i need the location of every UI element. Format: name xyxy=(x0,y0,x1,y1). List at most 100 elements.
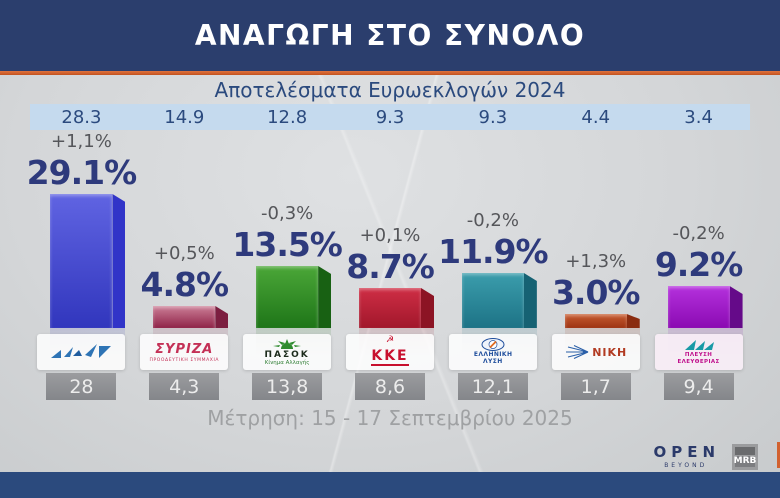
survey-period-note: Μέτρηση: 15 - 17 Σεπτεμβρίου 2025 xyxy=(207,406,573,430)
party-column-kke: +0,1% 8.7% ☭ ΚΚΕ 8,6 xyxy=(339,130,442,400)
party-column-syriza: +0,5% 4.8% ΣΥΡΙΖΑ ΠΡΟΟΔΕΥΤΙΚΗ ΣΥΜΜΑΧΙΑ 4… xyxy=(133,130,236,400)
change-label: -0,2% xyxy=(466,210,519,231)
bar-front-face xyxy=(359,288,421,328)
nd-flag-icon xyxy=(51,344,112,358)
bar-side-face xyxy=(215,306,229,328)
euro2024-results-band: 28.3 14.9 12.8 9.3 9.3 4.4 3.4 xyxy=(30,104,750,130)
elliniki-lysi-logo-text: ΕΛΛΗΝΙΚΗ ΛΥΣΗ xyxy=(473,351,513,365)
bar-pasok xyxy=(256,266,332,328)
previous-value-box: 12,1 xyxy=(457,373,528,400)
elliniki-lysi-compass-icon xyxy=(481,338,505,352)
nd-logo xyxy=(37,334,126,370)
elliniki-lysi-logo: ΕΛΛΗΝΙΚΗ ΛΥΣΗ xyxy=(448,334,537,370)
bar-side-face xyxy=(523,273,537,328)
previous-value: 12,1 xyxy=(471,375,515,398)
previous-value: 1,7 xyxy=(580,375,611,398)
poll-percentage: 29.1% xyxy=(26,153,137,192)
change-label: +0,5% xyxy=(153,243,215,264)
bar-side-face xyxy=(729,286,743,328)
change-label: +1,1% xyxy=(51,131,112,152)
pasok-logo-subtext: Κίνημα Αλλαγής xyxy=(264,359,310,366)
niki-logo-text: ΝΙΚΗ xyxy=(592,345,628,359)
bar-plefsi-eleftherias xyxy=(667,286,743,328)
previous-value: 9,4 xyxy=(683,375,714,398)
mrb-pollster-logo: MRB xyxy=(732,444,758,470)
open-channel-logo: OPEN BEYOND xyxy=(648,443,720,470)
bar-nd xyxy=(50,194,126,328)
open-logo-tagline: BEYOND xyxy=(664,462,708,469)
poll-percentage: 8.7% xyxy=(346,247,435,286)
euro2024-value-plefsi: 3.4 xyxy=(684,106,713,128)
bar-front-face xyxy=(564,314,627,328)
change-label: +1,3% xyxy=(565,251,627,272)
euro2024-value-nd: 28.3 xyxy=(61,106,102,128)
party-column-plefsi-eleftherias: -0,2% 9.2% ΠΛΕΥΣΗ ΕΛΕΥΘΕΡΙΑΣ 9,4 xyxy=(647,130,750,400)
bar-front-face xyxy=(256,266,319,328)
change-label: -0,3% xyxy=(261,203,314,224)
previous-value-box: 28 xyxy=(46,373,117,400)
kke-logo-text: ΚΚΕ xyxy=(371,347,409,366)
open-logo-text: OPEN xyxy=(653,443,720,461)
kke-hammer-sickle-icon: ☭ xyxy=(385,334,395,345)
previous-value-box: 1,7 xyxy=(560,373,631,400)
previous-value: 13,8 xyxy=(265,375,309,398)
bar-side-face xyxy=(112,194,126,328)
pasok-logo: ΠΑΣΟΚ Κίνημα Αλλαγής xyxy=(243,334,332,370)
syriza-logo-text: ΣΥΡΙΖΑ xyxy=(155,341,214,357)
poll-percentage: 13.5% xyxy=(232,225,342,264)
previous-value: 4,3 xyxy=(169,375,200,398)
syriza-logo-subtext: ΠΡΟΟΔΕΥΤΙΚΗ ΣΥΜΜΑΧΙΑ xyxy=(149,357,220,363)
bar-front-face xyxy=(50,194,113,328)
pasok-logo-text: ΠΑΣΟΚ xyxy=(264,349,310,360)
mrb-logo-mark xyxy=(735,447,755,455)
bar-front-face xyxy=(667,286,730,328)
poll-percentage: 11.9% xyxy=(438,232,548,271)
bar-syriza xyxy=(153,306,229,328)
niki-dandelion-icon xyxy=(566,345,589,359)
orange-accent-line xyxy=(0,71,780,75)
orange-edge-tick xyxy=(777,442,780,468)
previous-value-box: 8,6 xyxy=(355,373,425,400)
previous-value-box: 4,3 xyxy=(149,373,220,400)
niki-logo: ΝΙΚΗ xyxy=(551,334,640,370)
bar-side-face xyxy=(318,266,332,328)
poll-bar-chart: +1,1% 29.1% 28 +0,5% 4. xyxy=(27,130,750,400)
subtitle: Αποτελέσματα Ευρωεκλογών 2024 xyxy=(214,78,566,102)
euro2024-value-niki: 4.4 xyxy=(581,106,611,128)
previous-value: 8,6 xyxy=(374,375,406,398)
bar-side-face xyxy=(626,314,640,328)
change-label: +0,1% xyxy=(359,225,421,246)
poll-percentage: 3.0% xyxy=(551,273,641,312)
euro2024-value-pasok: 12.8 xyxy=(267,106,308,128)
bar-elliniki-lysi xyxy=(461,273,537,328)
party-column-elliniki-lysi: -0,2% 11.9% ΕΛΛΗΝΙΚΗ ΛΥΣΗ 12,1 xyxy=(438,130,549,400)
euro2024-value-syriza: 14.9 xyxy=(164,106,205,128)
change-label: -0,2% xyxy=(672,223,725,244)
syriza-logo: ΣΥΡΙΖΑ ΠΡΟΟΔΕΥΤΙΚΗ ΣΥΜΜΑΧΙΑ xyxy=(140,334,229,370)
bar-side-face xyxy=(421,288,434,328)
previous-value: 28 xyxy=(69,375,94,398)
bar-front-face xyxy=(461,273,524,328)
bar-kke xyxy=(359,288,434,328)
bar-niki xyxy=(564,314,640,328)
broadcaster-brand: OPEN BEYOND MRB xyxy=(648,444,758,470)
pasok-sun-icon xyxy=(273,338,302,349)
bar-front-face xyxy=(153,306,216,328)
kke-logo: ☭ ΚΚΕ xyxy=(346,334,434,370)
poll-percentage: 9.2% xyxy=(654,245,744,284)
bottom-navy-bar xyxy=(0,472,780,498)
party-column-nd: +1,1% 29.1% 28 xyxy=(27,130,137,400)
party-column-pasok: -0,3% 13.5% ΠΑΣΟΚ Κίνημα Αλλαγής xyxy=(232,130,343,400)
mrb-logo-text: MRB xyxy=(733,456,757,467)
previous-value-box: 13,8 xyxy=(252,373,323,400)
plefsi-eleftherias-logo: ΠΛΕΥΣΗ ΕΛΕΥΘΕΡΙΑΣ xyxy=(654,334,743,370)
plefsi-logo-text: ΠΛΕΥΣΗ ΕΛΕΥΘΕΡΙΑΣ xyxy=(677,352,720,365)
euro2024-value-kke: 9.3 xyxy=(375,106,405,128)
page-title: ΑΝΑΓΩΓΗ ΣΤΟ ΣΥΝΟΛΟ xyxy=(194,19,586,52)
poll-percentage: 4.8% xyxy=(140,265,230,304)
previous-value-box: 9,4 xyxy=(663,373,734,400)
plefsi-sails-icon xyxy=(684,340,714,351)
euro2024-value-elliniki-lysi: 9.3 xyxy=(478,106,508,128)
party-column-niki: +1,3% 3.0% xyxy=(544,130,647,400)
